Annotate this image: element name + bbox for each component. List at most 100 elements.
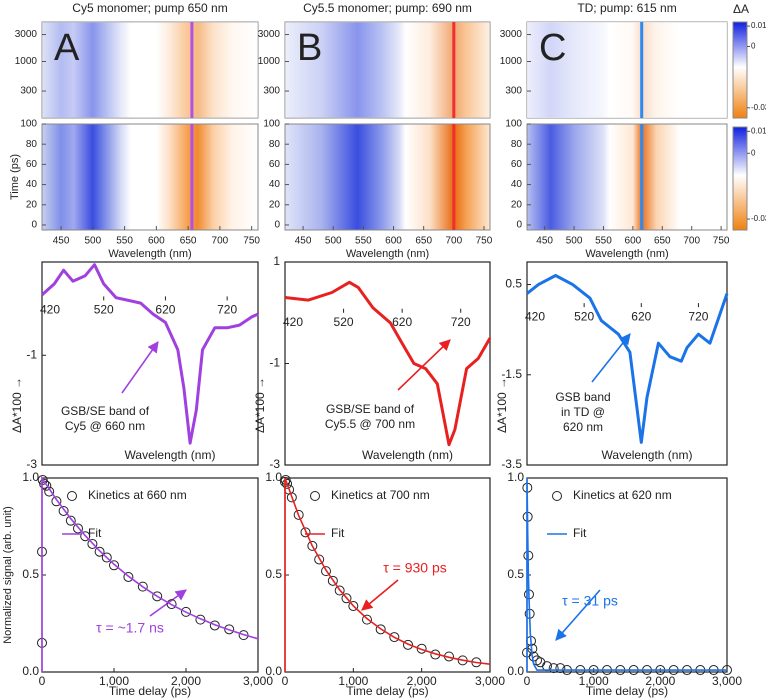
data-point (94, 546, 105, 557)
panel-label: B (297, 27, 322, 69)
data-point (293, 509, 304, 520)
heatmap-field (41, 123, 259, 231)
y-tick-label: 80 (26, 139, 38, 150)
x-tick-label: 2,000 (645, 674, 675, 688)
x-tick-label: 650 (415, 236, 432, 247)
colorbar-tick-label: 0 (751, 148, 756, 157)
legend-label: Kinetics at 700 nm (331, 488, 430, 502)
data-point (548, 663, 559, 674)
x-tick-label: 620 (155, 303, 175, 317)
colorbar-tick-label: -0.03 (751, 214, 766, 223)
y-tick-label: 0 (274, 220, 280, 231)
arrow (361, 579, 399, 611)
x-axis-label: Wavelength (nm) (585, 248, 668, 260)
x-tick-label: 700 (683, 236, 700, 247)
panel-title: Cy5 monomer; pump 650 nm (72, 1, 227, 15)
x-tick-label: 520 (94, 303, 114, 317)
x-tick-label: 420 (40, 303, 60, 317)
y-tick-label: 3000 (500, 29, 523, 40)
arrows (121, 333, 631, 641)
x-tick-label: 450 (295, 236, 312, 247)
x-tick-label: 550 (116, 236, 133, 247)
annotation: GSB/SE band of (326, 402, 415, 416)
x-tick-label: 0 (524, 674, 531, 688)
data-point (123, 571, 134, 582)
data-point (73, 523, 83, 534)
annotation: τ = 930 ps (383, 560, 447, 576)
y-tick-label: 3000 (258, 29, 281, 40)
x-tick-label: 550 (355, 236, 372, 247)
data-point (362, 614, 372, 625)
data-point (334, 585, 345, 596)
y-tick-label: 0.0 (265, 664, 282, 678)
y-axis-label: Time (ps) (9, 154, 21, 200)
x-tick-label: 550 (595, 236, 612, 247)
data-point (39, 478, 50, 489)
y-tick-label: 0.0 (22, 664, 39, 678)
legend-label: Fit (88, 526, 102, 540)
y-tick-label: 0.5 (265, 567, 282, 581)
heatmap-field (284, 21, 491, 119)
y-tick-label: 0.5 (505, 277, 522, 291)
x-tick-label: 750 (243, 236, 260, 247)
data-point (195, 614, 206, 625)
x-axis-label: Wavelength (nm) (346, 248, 429, 260)
y-tick-label: 0.5 (22, 567, 39, 581)
y-tick-label: 40 (26, 179, 38, 190)
y-tick-label: 100 (263, 119, 280, 130)
data-point (286, 492, 297, 503)
x-tick-label: 500 (325, 236, 342, 247)
data-point (555, 663, 566, 674)
data-point (282, 478, 293, 489)
data-point (181, 606, 191, 617)
x-tick-label: 450 (53, 236, 70, 247)
y-tick-label: 1.0 (507, 470, 524, 484)
data-point (109, 560, 119, 571)
fit-line (41, 475, 259, 672)
data-point (389, 632, 400, 643)
data-point (137, 581, 148, 592)
y-tick-label: -1 (26, 347, 37, 361)
y-tick-label: 1 (273, 254, 280, 268)
x-tick-label: 500 (84, 236, 101, 247)
panel-label: C (539, 27, 566, 69)
y-tick-label: 1000 (15, 56, 38, 67)
y-tick-label: 100 (505, 119, 522, 130)
y-tick-label: 1000 (258, 56, 281, 67)
y-tick-label: 20 (269, 199, 281, 210)
x-tick-label: 750 (713, 236, 730, 247)
x-tick-label: 520 (574, 309, 594, 323)
y-tick-label: 60 (26, 159, 38, 170)
y-tick-label: 300 (20, 86, 37, 97)
data-point (224, 624, 235, 635)
colorbar-label: ΔA (733, 2, 749, 16)
y-tick-label: 300 (263, 86, 280, 97)
y-tick-label: 40 (269, 179, 281, 190)
data-point (307, 540, 318, 551)
data-point (314, 554, 325, 565)
x-tick-label: 2,000 (171, 674, 201, 688)
data-point (101, 552, 112, 563)
x-tick-label: 1,000 (579, 674, 609, 688)
annotation: τ = ~1.7 ns (96, 620, 164, 636)
y-tick-label: -3 (26, 457, 37, 471)
data-point (300, 527, 311, 538)
annotation: GSB band (555, 390, 610, 404)
heatmap-fade (285, 22, 490, 118)
fit-line (526, 477, 727, 672)
annotation: Cy5.5 @ 700 nm (325, 417, 415, 431)
x-axis-label: Wavelength (nm) (362, 448, 453, 462)
data-point (80, 531, 91, 542)
panel-title: TD; pump: 615 nm (577, 1, 676, 15)
x-tick-label: 3,000 (243, 674, 273, 688)
x-tick-label: 750 (476, 236, 493, 247)
x-tick-label: 520 (334, 315, 354, 329)
x-tick-label: 620 (631, 309, 651, 323)
colorbar-tick-label: 0.01 (751, 126, 766, 135)
x-tick-label: 1,000 (99, 674, 129, 688)
annotation: GSB/SE band of (61, 404, 150, 418)
x-axis-label: Wavelength (nm) (125, 448, 216, 462)
y-axis-label: ΔA*100 → (10, 377, 24, 433)
x-tick-label: 600 (148, 236, 165, 247)
plot-frame (284, 261, 491, 466)
